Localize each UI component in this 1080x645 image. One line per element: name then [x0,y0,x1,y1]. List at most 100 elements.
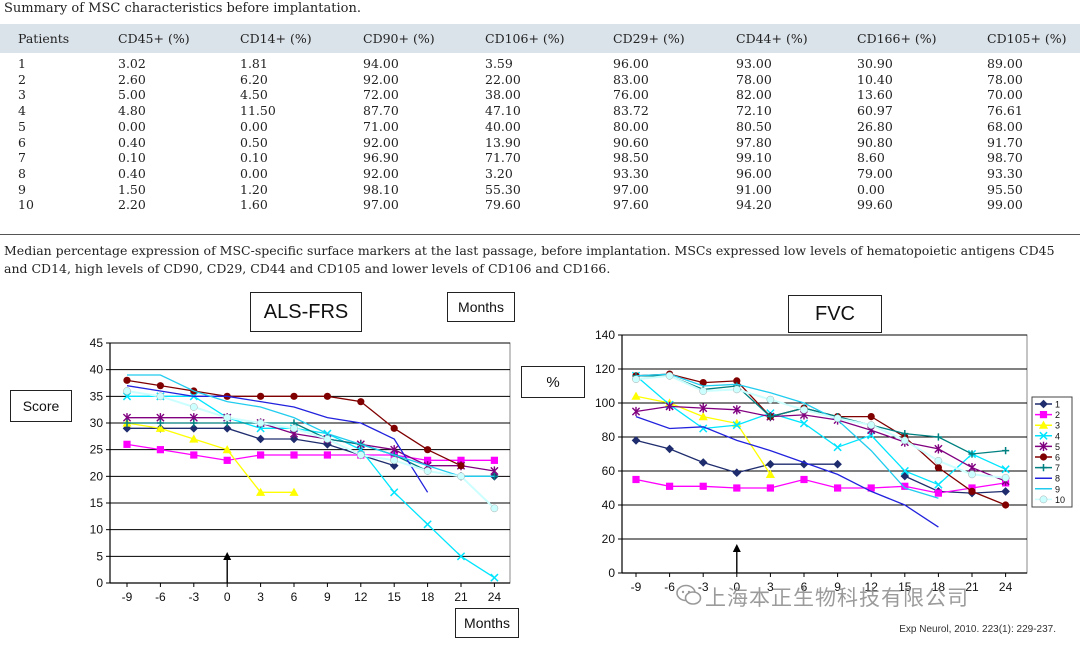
data-point [699,379,707,387]
table-row: 8 0.40 0.00 92.00 3.20 93.30 96.00 79.00 93.30 [0,166,1080,182]
table-cell: 98.50 [613,150,649,166]
table-cell: 47.10 [485,103,521,119]
implant-arrowhead [732,544,741,552]
table-cell: 0.10 [240,150,268,166]
table-cell: 22.00 [485,71,521,87]
table-cell: 96.00 [736,165,772,181]
table-header-row: Patients CD45+ (%) CD14+ (%) CD90+ (%) CD106… [0,24,1080,53]
legend-label: 7 [1055,463,1060,473]
data-point [257,451,265,459]
data-point [934,444,943,454]
table-cell: 90.80 [857,134,893,150]
table-cell: 78.00 [736,71,772,87]
data-point [155,423,165,432]
data-point [665,401,674,411]
table-cell: 0.50 [240,134,268,150]
table-cell: 79.00 [857,165,893,181]
data-point [356,451,365,459]
series-line [635,478,1006,494]
y-tick-label: 25 [90,443,104,457]
table-cell: 2 [18,71,26,87]
legend-marker [1039,441,1048,451]
data-point [934,433,942,441]
data-point [799,419,809,428]
data-point [290,424,298,433]
data-point [867,413,875,421]
table-cell: 80.50 [736,118,772,134]
data-point [699,482,707,490]
x-tick-label: -6 [664,580,675,594]
data-point [699,387,707,395]
als-frs-ylabel: Score [10,390,72,422]
als-frs-title: ALS-FRS [250,292,362,332]
data-point [632,475,640,484]
data-point [934,464,942,472]
table-cell: 3.20 [485,165,513,181]
table-cell: 83.00 [613,71,649,87]
table-cell: 5.00 [118,87,146,103]
legend-label: 3 [1055,421,1060,431]
x-tick-label: 6 [801,580,808,594]
table-cell: 72.00 [363,87,399,103]
data-point [833,443,842,452]
data-point [257,392,265,400]
data-point [290,451,298,459]
table-cell: 72.10 [736,103,772,119]
data-point [289,434,299,444]
data-point [901,482,909,490]
x-tick-label: 24 [999,580,1013,594]
data-point [123,376,131,384]
table-cell: 5 [18,118,26,134]
table-cell: 0.40 [118,134,146,150]
data-point [123,419,131,427]
data-point [256,419,265,427]
table-cell: 96.90 [363,150,399,166]
table-cell: 10 [18,197,34,213]
table-cell: 6.20 [240,71,268,87]
data-point [901,430,909,438]
data-point [123,387,131,395]
table-cell: 89.00 [987,56,1023,71]
table-cell: 90.60 [613,134,649,150]
fvc-ylabel: % [521,366,585,398]
legend-label: 10 [1055,495,1065,505]
table-cell: 99.10 [736,150,772,166]
legend-label: 2 [1055,410,1060,420]
data-point [666,482,674,490]
y-tick-label: 5 [96,549,103,563]
table-cell: 26.80 [857,118,893,134]
y-tick-label: 60 [602,464,616,478]
table-cell: 13.90 [485,134,521,150]
series-line [635,405,1006,482]
legend-label: 5 [1055,442,1060,452]
table-cell: 94.00 [363,56,399,71]
data-point [457,456,465,464]
data-point [1001,487,1010,496]
table-cell: 0.00 [240,118,268,134]
data-point [256,487,266,496]
data-point [900,436,909,445]
table-cell: 55.30 [485,181,521,197]
table-cell: 95.50 [987,181,1023,197]
table-body: 1 3.02 1.81 94.00 3.59 96.00 93.00 30.90 89.00 2 2… [0,53,1080,213]
column-header: Patients [18,31,70,46]
table-footnote: Median percentage expression of MSC-spec… [4,243,1055,276]
series-line [127,417,495,472]
y-tick-label: 35 [90,389,104,403]
implant-arrowhead [223,552,232,560]
data-point [665,372,674,380]
x-tick-label: -9 [122,590,133,604]
table-row: 6 0.40 0.50 92.00 13.90 90.60 97.80 90.80 91.70 [0,135,1080,151]
data-point [900,466,909,476]
series-line [635,373,939,499]
data-point [323,440,332,449]
data-point [733,377,741,385]
data-point [800,406,808,414]
data-point [389,461,399,470]
column-header: CD106+ (%) [485,31,565,46]
table-cell: 1 [18,56,26,71]
table-cell: 92.00 [363,71,399,87]
x-tick-label: -3 [698,580,709,594]
data-point [699,403,708,413]
legend-label: 9 [1055,484,1060,494]
